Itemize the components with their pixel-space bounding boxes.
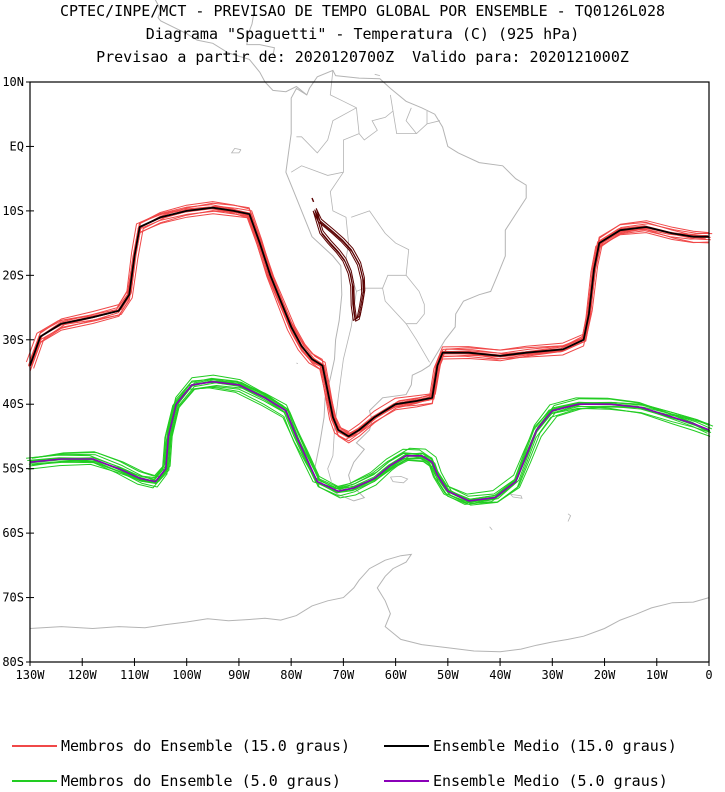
country-border [296,107,357,154]
country-border [405,107,417,134]
andes-contour-layer [311,197,366,322]
island-outline [296,362,299,364]
ensemble-mean-5-line [29,380,710,502]
x-tick-label: 110W [120,668,150,682]
south-america-coastline [285,69,527,502]
country-border [405,323,430,363]
x-tick-label: 80W [280,668,302,682]
y-tick-label: 70S [2,591,24,605]
x-tick-label: 90W [228,668,250,682]
legend-item-mean-15: Ensemble Medio (15.0 graus) [384,736,677,756]
legend: Membros do Ensemble (15.0 graus) Ensembl… [0,730,725,792]
legend-label-mean-5: Ensemble Medio (5.0 graus) [433,772,668,790]
country-border [327,291,357,482]
x-tick-label: 30W [541,668,563,682]
ensemble-member-5-line [29,380,709,505]
x-tick-label: 10W [646,668,668,682]
x-tick-label: 20W [594,668,616,682]
island-outline [510,494,523,499]
y-tick-label: 80S [2,655,24,669]
ensemble-member-5-line [27,382,713,504]
x-tick-label: 100W [172,668,202,682]
coastline-layer [29,0,710,653]
ensemble-member-15-line [30,206,707,436]
legend-swatch-members-5 [12,780,57,782]
ensemble-member-15-line [25,210,713,435]
title-line-3: Previsao a partir de: 2020120700Z Valido… [96,48,629,66]
ensemble-member-5-line [31,385,709,506]
y-tick-label: 20S [2,268,24,282]
y-tick-label: EQ [10,139,24,153]
y-tick-label: 30S [2,333,24,347]
x-tick-label: 70W [333,668,355,682]
country-border [358,94,394,141]
island-outline [230,147,242,154]
legend-item-members-5: Membros do Ensemble (5.0 graus) [12,771,341,791]
legend-swatch-mean-15 [384,745,429,747]
legend-label-mean-15: Ensemble Medio (15.0 graus) [433,737,677,755]
title-line-2: Diagrama "Spaguetti" - Temperatura (C) (… [145,25,580,43]
country-border [392,110,441,134]
legend-item-mean-5: Ensemble Medio (5.0 graus) [384,771,668,791]
y-tick-label: 10S [2,204,24,218]
x-tick-label: 40W [489,668,511,682]
legend-item-members-15: Membros do Ensemble (15.0 graus) [12,736,350,756]
y-tick-label: 10N [2,75,24,89]
ensemble-mean-15-line [29,206,709,438]
x-tick-label: 0 [705,668,712,682]
y-tick-label: 50S [2,462,24,476]
island-outline [489,526,493,531]
andes-contour-line [314,211,365,322]
country-border [290,70,360,176]
ensemble-member-5-line [32,380,707,505]
map-frame [29,81,710,663]
country-border [329,171,410,292]
ensemble-member-5-line [31,386,710,504]
ensemble-members-5-layer [26,374,714,506]
ensemble-member-5-line [32,387,706,504]
antarctica-coastline [29,553,710,653]
y-tick-label: 60S [2,526,24,540]
island-outline [390,475,409,484]
legend-swatch-members-15 [12,745,57,747]
ensemble-member-15-line [29,205,711,441]
x-tick-label: 130W [16,668,46,682]
central-america-coastline [154,0,308,96]
title-line-1: CPTEC/INPE/MCT - PREVISAO DE TEMPO GLOBA… [59,2,666,20]
ensemble-mean-layer [29,206,710,502]
legend-swatch-mean-5 [384,780,429,782]
x-tick-label: 120W [68,668,98,682]
andes-contour-line [312,210,363,322]
country-border [382,275,425,325]
andes-contour-fragment [311,197,315,203]
ensemble-member-15-line [29,213,710,435]
legend-label-members-5: Membros do Ensemble (5.0 graus) [61,772,341,790]
y-tick-label: 40S [2,397,24,411]
legend-label-members-15: Membros do Ensemble (15.0 graus) [61,737,350,755]
caribbean-coastline [246,9,275,57]
island-outline [567,513,572,522]
title-block: CPTEC/INPE/MCT - PREVISAO DE TEMPO GLOBA… [0,0,725,69]
x-tick-label: 50W [437,668,459,682]
island-outline [374,73,380,76]
x-tick-label: 60W [385,668,407,682]
